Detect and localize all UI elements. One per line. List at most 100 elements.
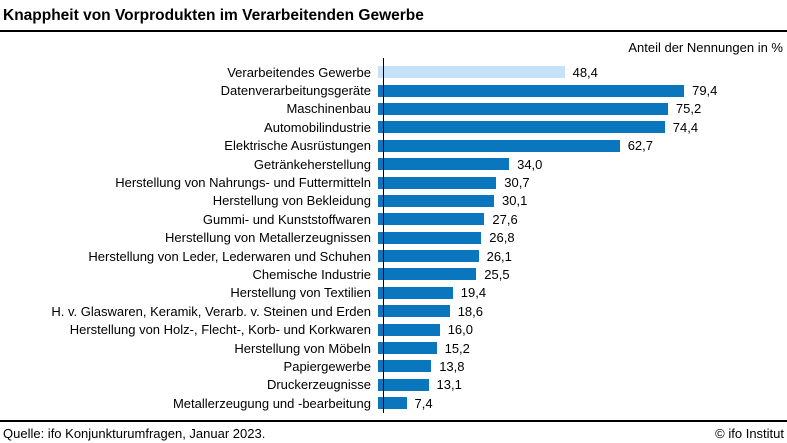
category-label: Herstellung von Metallerzeugnissen: [165, 230, 371, 246]
value-label: 34,0: [517, 156, 543, 172]
bar: [378, 305, 450, 318]
value-label: 79,4: [692, 83, 718, 99]
category-label: Herstellung von Möbeln: [234, 340, 371, 356]
y-axis-line: [383, 58, 384, 413]
bar: [378, 176, 497, 189]
bar-cell: 25,5: [377, 265, 787, 283]
bar-row: Elektrische Ausrüstungen 62,7: [0, 137, 787, 155]
value-label: 48,4: [572, 64, 598, 80]
bar-row: Druckerzeugnisse 13,1: [0, 376, 787, 394]
bar: [378, 268, 477, 281]
bar-cell: 34,0: [377, 155, 787, 173]
bar-row: Datenverarbeitungsgeräte 79,4: [0, 81, 787, 99]
bar-row: H. v. Glaswaren, Keramik, Verarb. v. Ste…: [0, 302, 787, 320]
bar-row: Chemische Industrie 25,5: [0, 265, 787, 283]
category-label: Getränkeherstellung: [253, 156, 371, 172]
bar: [378, 231, 482, 244]
bar-cell: 15,2: [377, 339, 787, 357]
bar-cell: 13,8: [377, 357, 787, 375]
bar: [378, 213, 485, 226]
value-label: 13,8: [439, 358, 465, 374]
value-label: 18,6: [457, 303, 483, 319]
title-divider: [0, 30, 787, 32]
category-label: Elektrische Ausrüstungen: [224, 138, 371, 154]
value-label: 30,7: [504, 175, 530, 191]
value-label: 75,2: [675, 101, 702, 117]
value-label: 15,2: [444, 340, 470, 356]
bar-cell: 27,6: [377, 210, 787, 228]
bar: [378, 66, 565, 79]
value-label: 30,1: [502, 193, 528, 209]
bar-row: Getränkeherstellung 34,0: [0, 155, 787, 173]
bar-cell: 62,7: [377, 137, 787, 155]
bar-cell: 26,8: [377, 229, 787, 247]
category-label: Gummi- und Kunststoffwaren: [202, 211, 371, 227]
axis-unit-label: Anteil der Nennungen in %: [628, 40, 783, 55]
bar-cell: 18,6: [377, 302, 787, 320]
category-label: Metallerzeugung und -bearbeitung: [172, 395, 371, 411]
value-label: 7,4: [414, 395, 433, 411]
bar-row: Herstellung von Bekleidung 30,1: [0, 192, 787, 210]
bar-row: Herstellung von Nahrungs- und Futtermitt…: [0, 173, 787, 191]
category-label: Maschinenbau: [286, 101, 371, 117]
category-label: H. v. Glaswaren, Keramik, Verarb. v. Ste…: [51, 303, 371, 319]
bar: [378, 360, 432, 373]
value-label: 62,7: [627, 138, 653, 154]
value-label: 25,5: [484, 266, 510, 282]
bar-cell: 79,4: [377, 81, 787, 99]
bar-cell: 30,7: [377, 173, 787, 191]
bar-row: Herstellung von Möbeln 15,2: [0, 339, 787, 357]
bar-row: Gummi- und Kunststoffwaren 27,6: [0, 210, 787, 228]
bar: [378, 158, 510, 171]
bar-chart: Verarbeitendes Gewerbe 48,4 Datenverarbe…: [0, 58, 787, 413]
bar: [378, 121, 665, 134]
category-label: Papiergewerbe: [283, 358, 371, 374]
bar-row: Maschinenbau 75,2: [0, 100, 787, 118]
bar-row: Herstellung von Textilien 19,4: [0, 284, 787, 302]
bar: [378, 397, 407, 410]
value-label: 74,4: [672, 119, 699, 135]
category-label: Herstellung von Bekleidung: [212, 193, 371, 209]
chart-footer: Quelle: ifo Konjunkturumfragen, Januar 2…: [0, 422, 787, 441]
value-label: 27,6: [492, 211, 518, 227]
bar-row: Papiergewerbe 13,8: [0, 357, 787, 375]
bottom-divider: [0, 420, 787, 422]
value-label: 26,1: [486, 248, 512, 264]
category-label: Druckerzeugnisse: [266, 377, 371, 393]
bar-cell: 30,1: [377, 192, 787, 210]
bar-row: Automobilindustrie 74,4: [0, 118, 787, 136]
category-label: Verarbeitendes Gewerbe: [227, 64, 371, 80]
category-label: Herstellung von Textilien: [230, 285, 371, 301]
bar-cell: 7,4: [377, 394, 787, 412]
bar: [378, 84, 685, 97]
category-label: Herstellung von Leder, Lederwaren und Sc…: [88, 248, 371, 264]
bar-row: Herstellung von Leder, Lederwaren und Sc…: [0, 247, 787, 265]
bar: [378, 342, 437, 355]
bar-row: Herstellung von Metallerzeugnissen 26,8: [0, 229, 787, 247]
category-label: Datenverarbeitungsgeräte: [220, 83, 371, 99]
bar-cell: 48,4: [377, 63, 787, 81]
bar-row: Metallerzeugung und -bearbeitung 7,4: [0, 394, 787, 412]
value-label: 16,0: [447, 322, 473, 338]
category-label: Herstellung von Nahrungs- und Futtermitt…: [115, 175, 371, 191]
bar-cell: 16,0: [377, 320, 787, 338]
bar-cell: 19,4: [377, 284, 787, 302]
category-label: Herstellung von Holz-, Flecht-, Korb- un…: [69, 322, 371, 338]
bar: [378, 323, 440, 336]
value-label: 19,4: [460, 285, 487, 301]
page-title: Knappheit von Vorprodukten im Verarbeite…: [3, 7, 424, 24]
bar: [378, 194, 494, 207]
bar: [378, 250, 479, 263]
bar-cell: 13,1: [377, 376, 787, 394]
bar: [378, 378, 429, 391]
category-label: Automobilindustrie: [264, 119, 371, 135]
bar-cell: 26,1: [377, 247, 787, 265]
bar-cell: 74,4: [377, 118, 787, 136]
value-label: 13,1: [436, 377, 462, 393]
bar-row: Verarbeitendes Gewerbe 48,4: [0, 63, 787, 81]
bar: [378, 139, 620, 152]
copyright-note: © ifo Institut: [715, 426, 784, 441]
bar-row: Herstellung von Holz-, Flecht-, Korb- un…: [0, 320, 787, 338]
category-label: Chemische Industrie: [252, 266, 372, 282]
